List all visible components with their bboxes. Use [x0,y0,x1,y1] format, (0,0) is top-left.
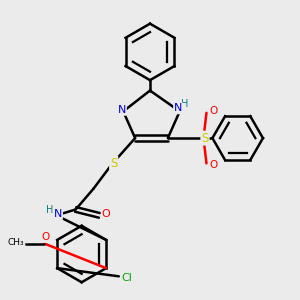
Text: O: O [209,106,217,116]
Text: O: O [209,160,217,170]
Text: N: N [54,209,62,219]
Text: Cl: Cl [122,273,133,283]
Text: N: N [174,103,182,113]
Text: S: S [201,132,209,145]
Text: H: H [46,205,53,215]
Text: S: S [110,157,117,170]
Text: N: N [118,105,126,115]
Text: O: O [102,209,110,219]
Text: H: H [182,99,189,109]
Text: CH₃: CH₃ [8,238,25,247]
Text: O: O [42,232,50,242]
